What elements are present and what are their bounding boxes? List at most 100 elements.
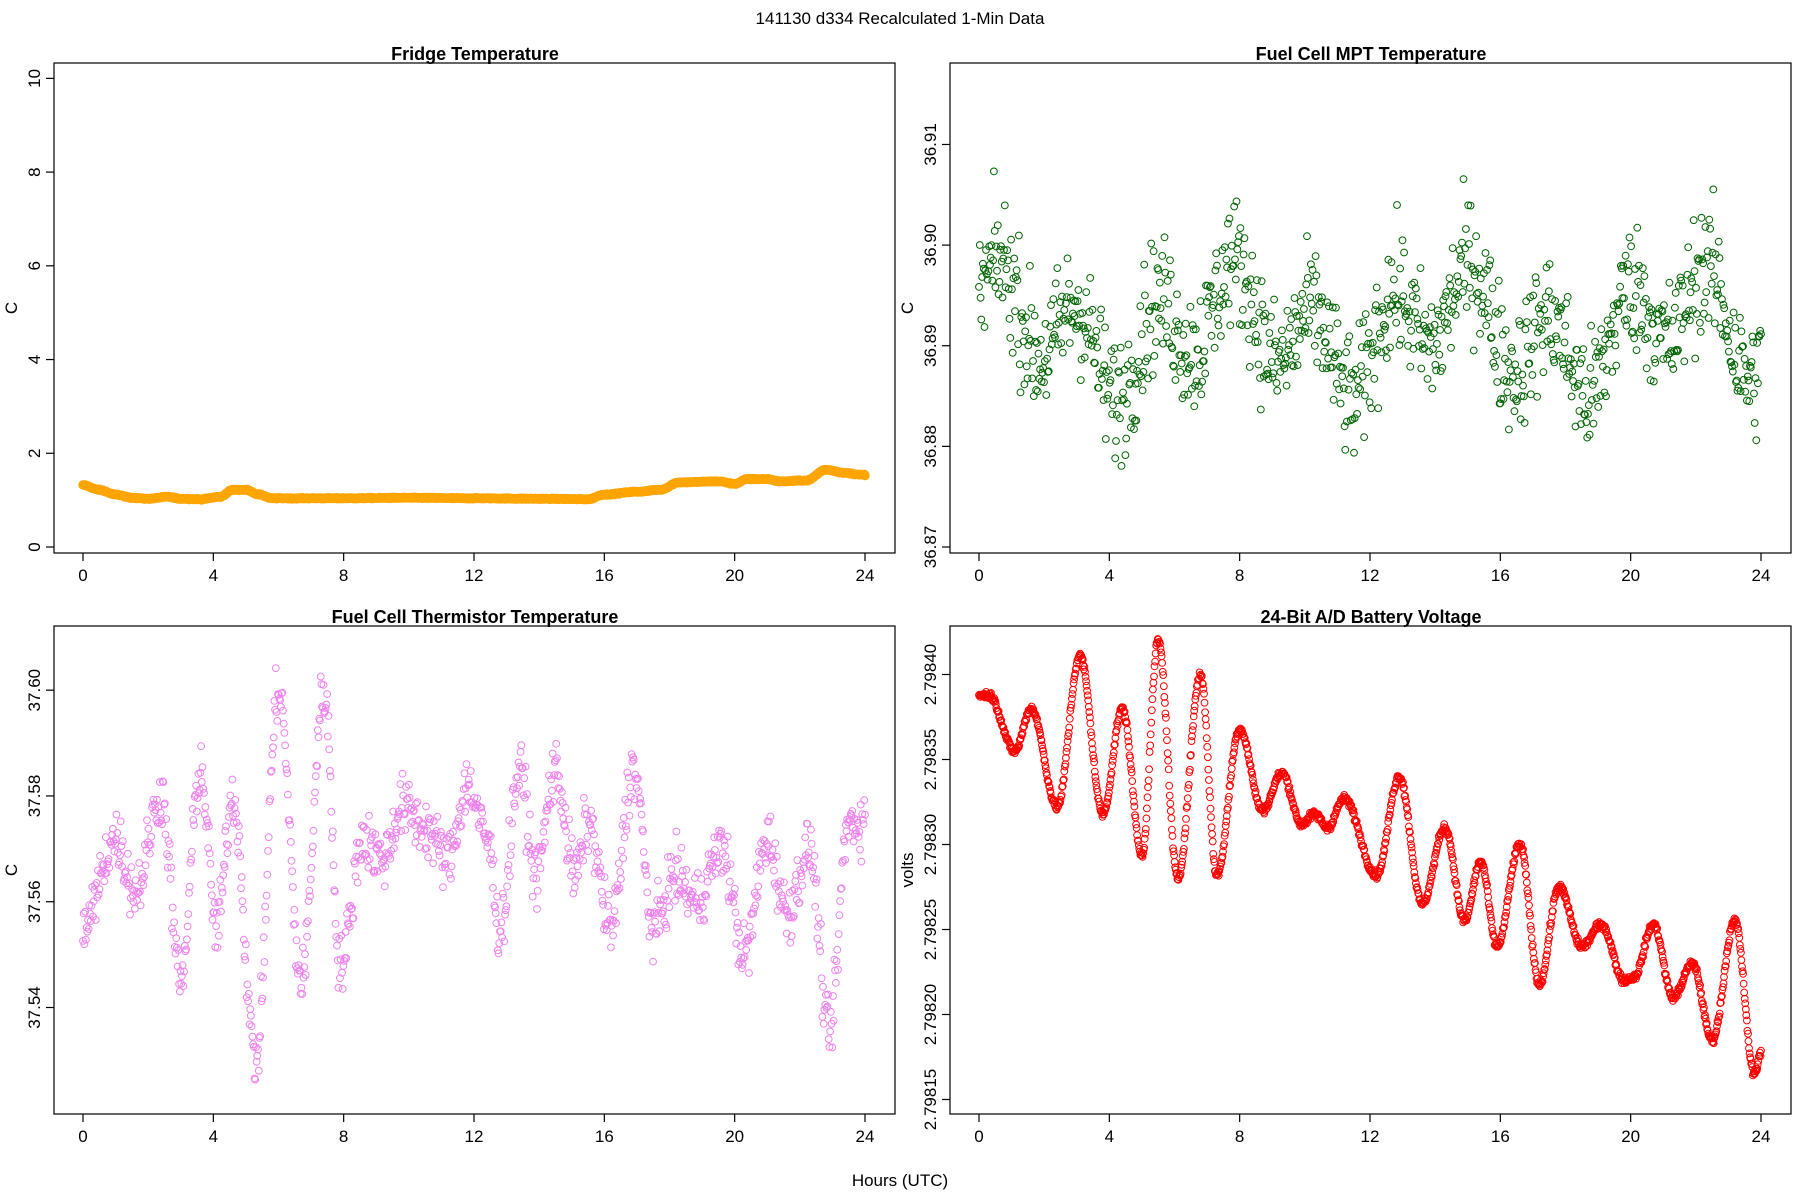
- data-point: [1470, 876, 1478, 885]
- data-point: [208, 915, 217, 924]
- data-point: [1725, 316, 1734, 325]
- data-point: [1445, 274, 1454, 283]
- data-point: [1170, 851, 1178, 860]
- data-point: [1561, 321, 1570, 330]
- data-point: [1213, 261, 1221, 270]
- data-point: [407, 819, 415, 828]
- data-point: [664, 884, 673, 893]
- data-point: [616, 868, 625, 876]
- data-point: [1121, 451, 1130, 460]
- data-point: [1346, 416, 1355, 425]
- data-point: [436, 841, 445, 850]
- data-point: [1511, 360, 1520, 369]
- data-point: [175, 987, 184, 996]
- data-point: [1521, 325, 1530, 334]
- data-point: [1359, 841, 1368, 850]
- data-point: [187, 855, 196, 864]
- data-point: [671, 856, 680, 865]
- data-point: [1405, 307, 1414, 316]
- data-point: [824, 1035, 833, 1043]
- data-point: [1529, 954, 1538, 963]
- y-tick-label: 2: [25, 449, 44, 458]
- data-point: [1161, 268, 1170, 277]
- data-point: [1159, 295, 1168, 304]
- data-point: [574, 871, 583, 880]
- data-point: [1538, 341, 1547, 350]
- data-point: [185, 882, 194, 891]
- data-point: [851, 826, 860, 835]
- data-point: [1064, 729, 1073, 737]
- data-point: [339, 962, 348, 970]
- data-point: [254, 1066, 263, 1075]
- data-point: [1516, 415, 1525, 424]
- data-point: [607, 921, 616, 930]
- data-point: [766, 812, 775, 821]
- data-point: [1278, 326, 1286, 335]
- data-point: [693, 869, 702, 877]
- data-point: [740, 919, 748, 928]
- data-point: [1411, 284, 1420, 293]
- data-point: [1538, 977, 1547, 986]
- data-point: [1431, 360, 1440, 369]
- data-point: [1244, 750, 1253, 759]
- data-point: [1578, 392, 1587, 400]
- data-point: [1164, 756, 1172, 765]
- data-point: [1141, 829, 1150, 838]
- data-point: [1347, 801, 1356, 810]
- data-point: [1709, 185, 1718, 194]
- data-point: [1206, 283, 1214, 292]
- data-point: [834, 965, 842, 974]
- data-point: [1379, 851, 1388, 860]
- data-point: [1040, 378, 1048, 387]
- data-point: [1038, 741, 1046, 750]
- data-point: [1146, 325, 1155, 334]
- data-point: [1142, 814, 1151, 823]
- data-point: [624, 773, 633, 782]
- data-point: [1127, 356, 1136, 365]
- data-point: [604, 890, 613, 899]
- data-point: [1531, 273, 1540, 282]
- data-point: [250, 1074, 259, 1083]
- data-point: [1090, 758, 1099, 767]
- data-point: [733, 918, 742, 927]
- data-point: [1457, 252, 1466, 260]
- data-point: [1584, 401, 1593, 410]
- data-point: [504, 861, 513, 869]
- data-point: [597, 887, 606, 896]
- data-point: [661, 920, 670, 929]
- data-point: [711, 846, 719, 854]
- data-point: [442, 834, 451, 843]
- data-point: [1070, 312, 1079, 320]
- y-axis-label: C: [2, 864, 21, 876]
- data-point: [1460, 279, 1469, 288]
- data-point: [1040, 357, 1049, 366]
- data-point: [1338, 372, 1347, 381]
- data-point: [1245, 363, 1254, 371]
- data-point: [854, 832, 863, 841]
- data-point: [244, 989, 253, 998]
- data-point: [275, 694, 284, 703]
- data-point: [365, 855, 374, 863]
- data-point: [1313, 358, 1322, 367]
- data-point: [688, 887, 697, 896]
- data-point: [662, 924, 671, 933]
- data-point: [498, 889, 507, 898]
- data-point: [484, 838, 492, 847]
- data-point: [1145, 748, 1154, 756]
- data-point: [1186, 302, 1195, 311]
- data-point: [279, 706, 287, 715]
- data-point: [1592, 394, 1601, 403]
- data-point: [1425, 347, 1433, 356]
- data-point: [1181, 319, 1190, 328]
- data-point: [1273, 386, 1282, 395]
- data-point: [1184, 784, 1193, 793]
- data-point: [1540, 965, 1549, 973]
- data-point: [1535, 324, 1544, 332]
- data-point: [1197, 390, 1206, 399]
- data-point: [1552, 332, 1560, 341]
- data-point: [1282, 353, 1290, 362]
- data-point: [1678, 325, 1686, 334]
- data-point: [1438, 363, 1447, 372]
- data-point: [592, 863, 600, 872]
- data-point: [462, 760, 471, 769]
